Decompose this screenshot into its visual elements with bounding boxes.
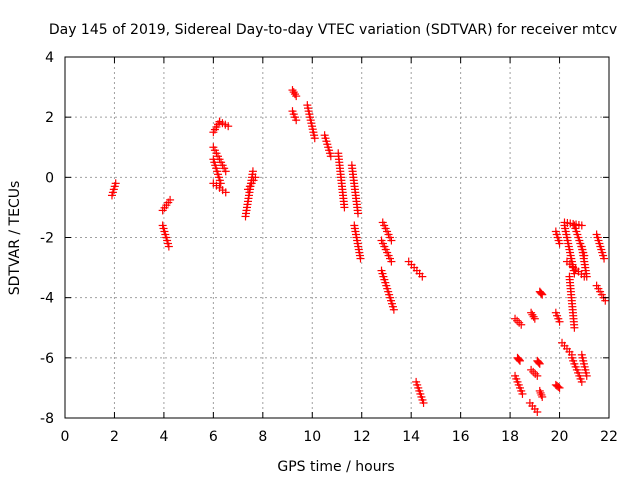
y-tick-label: -4 — [40, 291, 54, 307]
y-tick-label: 2 — [45, 110, 54, 126]
data-point — [527, 308, 536, 317]
data-point — [221, 167, 230, 176]
data-point — [164, 242, 173, 251]
data-point — [554, 382, 563, 391]
x-tick-label: 22 — [600, 429, 618, 445]
data-point — [513, 316, 522, 325]
x-tick-label: 6 — [209, 429, 218, 445]
data-point — [356, 254, 365, 263]
x-tick-label: 20 — [551, 429, 569, 445]
data-point — [515, 318, 524, 327]
data-point — [535, 386, 544, 395]
x-tick-label: 2 — [110, 429, 119, 445]
y-tick-label: -6 — [40, 351, 54, 367]
data-point — [111, 179, 120, 188]
data-point — [536, 288, 545, 297]
data-point — [288, 86, 297, 95]
data-point — [518, 389, 527, 398]
data-point — [582, 272, 591, 281]
data-point — [534, 357, 543, 366]
data-point — [515, 355, 524, 364]
data-point — [538, 290, 547, 299]
x-tick-label: 18 — [501, 429, 519, 445]
x-tick-label: 12 — [353, 429, 371, 445]
data-point — [527, 365, 536, 374]
x-tick-label: 16 — [452, 429, 470, 445]
chart-title: Day 145 of 2019, Sidereal Day-to-day VTE… — [49, 22, 617, 38]
data-point — [600, 254, 609, 263]
data-point — [582, 371, 591, 380]
data-point — [248, 167, 257, 176]
data-point — [419, 398, 428, 407]
x-tick-label: 4 — [159, 429, 168, 445]
data-point — [289, 88, 298, 97]
data-point — [517, 320, 526, 329]
data-point — [530, 314, 539, 323]
data-points — [107, 86, 610, 416]
data-point — [577, 221, 586, 230]
data-point — [387, 236, 396, 245]
data-point — [529, 312, 538, 321]
y-tick-labels: 4 2 0 -2 -4 -6 -8 — [40, 50, 54, 427]
data-point — [251, 173, 260, 182]
data-point — [224, 122, 233, 131]
data-point — [511, 314, 520, 323]
data-point — [555, 383, 564, 392]
data-point — [387, 257, 396, 266]
data-point — [555, 317, 564, 326]
y-axis-label: SDTVAR / TECUs — [7, 181, 23, 296]
data-point — [577, 377, 586, 386]
x-tick-labels: 0 2 4 6 8 10 12 14 16 18 20 22 — [61, 429, 618, 445]
x-tick-label: 10 — [303, 429, 321, 445]
data-point — [221, 188, 230, 197]
data-point — [537, 289, 546, 298]
data-point — [536, 388, 545, 397]
x-tick-label: 8 — [258, 429, 267, 445]
data-point — [292, 116, 301, 125]
x-axis-label: GPS time / hours — [277, 459, 394, 475]
data-point — [535, 359, 544, 368]
y-tick-label: -2 — [40, 231, 54, 247]
data-point — [555, 239, 564, 248]
data-point — [326, 152, 335, 161]
grid-lines — [65, 57, 609, 418]
data-point — [216, 179, 225, 188]
y-tick-label: 0 — [45, 170, 54, 186]
x-tick-label: 0 — [61, 429, 70, 445]
data-point — [418, 272, 427, 281]
data-point — [533, 407, 542, 416]
data-point — [166, 195, 175, 204]
data-point — [515, 356, 524, 365]
y-tick-label: -8 — [40, 411, 54, 427]
data-point — [531, 369, 540, 378]
data-point — [529, 367, 538, 376]
data-point — [537, 390, 546, 399]
y-tick-label: 4 — [45, 50, 54, 66]
data-point — [389, 305, 398, 314]
data-point — [538, 392, 547, 401]
data-point — [310, 134, 319, 143]
data-point — [570, 269, 579, 278]
data-point — [340, 203, 349, 212]
data-point — [570, 323, 579, 332]
data-point — [290, 90, 299, 99]
data-point — [292, 92, 301, 101]
data-point — [534, 358, 543, 367]
axis-ticks — [64, 56, 610, 419]
data-point — [533, 371, 542, 380]
x-tick-label: 14 — [402, 429, 420, 445]
data-point — [354, 209, 363, 218]
data-point — [528, 310, 537, 319]
data-point — [514, 354, 523, 363]
